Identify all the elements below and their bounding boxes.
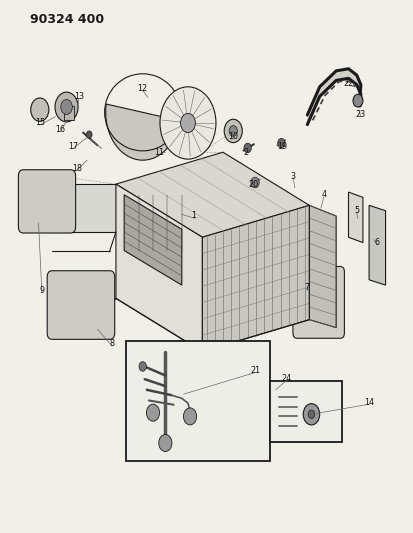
Text: 7: 7 [305, 283, 310, 292]
Circle shape [55, 92, 78, 122]
Polygon shape [124, 195, 182, 285]
Bar [64, 107, 74, 120]
Text: 13: 13 [74, 92, 84, 101]
Text: 15: 15 [35, 118, 45, 127]
Circle shape [353, 94, 363, 107]
Text: 22: 22 [343, 78, 354, 87]
Circle shape [146, 404, 159, 421]
FancyBboxPatch shape [47, 271, 115, 340]
Text: 18: 18 [72, 164, 82, 173]
Text: 4: 4 [321, 190, 326, 199]
FancyBboxPatch shape [19, 169, 76, 233]
Circle shape [31, 98, 49, 122]
Text: 17: 17 [68, 142, 78, 151]
Polygon shape [202, 205, 309, 352]
Polygon shape [116, 184, 202, 352]
Bar [126, 341, 270, 461]
Text: 24: 24 [282, 374, 292, 383]
Text: 2: 2 [243, 148, 248, 157]
Circle shape [139, 362, 146, 371]
Polygon shape [42, 184, 116, 232]
Text: 14: 14 [364, 398, 374, 407]
Wedge shape [106, 104, 179, 160]
Text: 90324 400: 90324 400 [29, 13, 104, 26]
Circle shape [251, 177, 259, 188]
Circle shape [159, 434, 172, 451]
Polygon shape [349, 192, 363, 243]
Circle shape [61, 100, 72, 115]
Text: 12: 12 [138, 84, 148, 93]
Text: 5: 5 [354, 206, 359, 215]
Polygon shape [369, 205, 386, 285]
FancyBboxPatch shape [293, 266, 344, 338]
Text: 16: 16 [55, 125, 65, 134]
Text: 3: 3 [290, 172, 295, 181]
Text: 23: 23 [356, 110, 366, 119]
Text: 6: 6 [375, 238, 380, 247]
Circle shape [183, 408, 197, 425]
Circle shape [229, 126, 237, 136]
Text: 1: 1 [192, 212, 197, 221]
Circle shape [86, 131, 92, 139]
Text: 19: 19 [278, 142, 288, 151]
Text: 8: 8 [109, 339, 114, 348]
Text: 20: 20 [249, 180, 259, 189]
Circle shape [303, 403, 320, 425]
Circle shape [244, 143, 252, 153]
Polygon shape [116, 152, 309, 237]
Circle shape [278, 139, 285, 148]
Circle shape [160, 87, 216, 159]
Circle shape [224, 119, 242, 143]
Text: 11: 11 [154, 148, 164, 157]
Text: 10: 10 [228, 132, 238, 141]
Polygon shape [309, 205, 336, 328]
Bar [270, 381, 342, 442]
Circle shape [308, 410, 315, 418]
Text: 9: 9 [39, 286, 45, 295]
Text: 21: 21 [251, 366, 261, 375]
Circle shape [180, 114, 195, 133]
